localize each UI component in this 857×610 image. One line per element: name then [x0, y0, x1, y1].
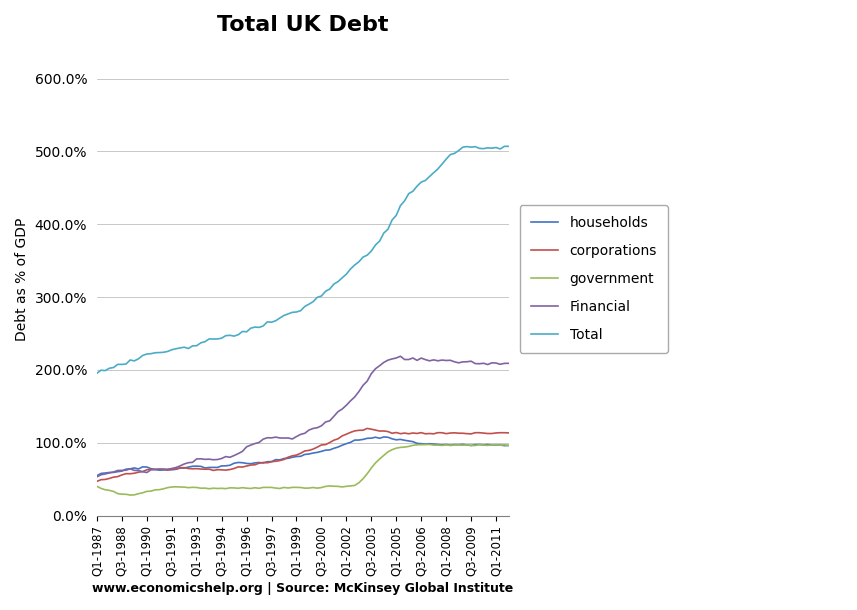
Line: Total: Total — [97, 146, 508, 373]
Financial — [474, 360, 484, 367]
X-axis label: www.economicshelp.org | Source: McKinsey Global Institute: www.economicshelp.org | Source: McKinsey… — [92, 582, 513, 595]
Financial — [171, 464, 181, 471]
households — [171, 465, 181, 473]
Line: government: government — [97, 445, 508, 495]
Total — [171, 345, 181, 353]
Y-axis label: Debt as % of GDP: Debt as % of GDP — [15, 217, 29, 340]
government — [424, 441, 434, 448]
corporations — [474, 429, 484, 436]
corporations — [487, 430, 497, 437]
households — [304, 450, 315, 458]
households — [379, 433, 389, 440]
Financial — [395, 353, 405, 360]
households — [337, 442, 347, 449]
households — [503, 442, 513, 449]
Financial — [304, 426, 315, 434]
government — [491, 441, 501, 448]
corporations — [304, 447, 315, 454]
Total — [304, 301, 315, 308]
corporations — [337, 432, 347, 440]
Line: households: households — [97, 437, 508, 476]
households — [188, 462, 198, 470]
Total — [92, 370, 102, 377]
government — [503, 442, 513, 449]
Financial — [337, 406, 347, 413]
Financial — [487, 359, 497, 367]
Total — [470, 143, 481, 150]
government — [175, 483, 185, 490]
Legend: households, corporations, government, Financial, Total: households, corporations, government, Fi… — [519, 205, 668, 353]
Financial — [188, 459, 198, 466]
Financial — [503, 360, 513, 367]
Total — [503, 143, 513, 150]
government — [125, 492, 135, 499]
Financial — [92, 473, 102, 481]
Total — [482, 144, 493, 151]
households — [474, 441, 484, 448]
corporations — [171, 465, 181, 473]
corporations — [92, 478, 102, 485]
Line: Financial: Financial — [97, 356, 508, 477]
Total — [337, 274, 347, 281]
government — [478, 442, 488, 449]
government — [341, 483, 351, 490]
government — [308, 484, 318, 491]
Line: corporations: corporations — [97, 428, 508, 481]
government — [92, 483, 102, 490]
households — [487, 441, 497, 448]
corporations — [503, 429, 513, 437]
government — [192, 484, 202, 491]
Title: Total UK Debt: Total UK Debt — [217, 15, 388, 35]
households — [92, 472, 102, 479]
corporations — [362, 425, 372, 432]
Total — [188, 342, 198, 350]
corporations — [188, 465, 198, 473]
